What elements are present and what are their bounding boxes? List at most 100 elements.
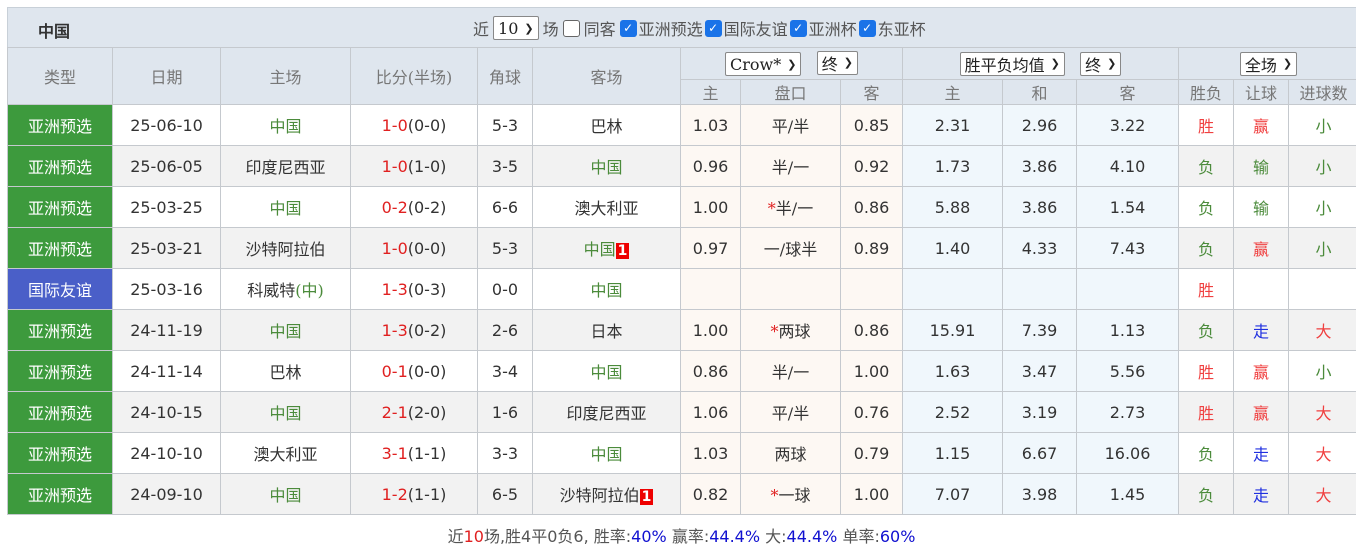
company-select[interactable]: Crow* ❯ [725, 52, 802, 77]
score[interactable]: 1-0(0-0) [350, 104, 478, 146]
match-type[interactable]: 亚洲预选 [7, 227, 113, 269]
header-corner: 角球 [477, 47, 533, 105]
result: 负 [1178, 227, 1234, 269]
odds-away: 0.86 [840, 309, 903, 351]
home-team[interactable]: 沙特阿拉伯 [220, 227, 351, 269]
score[interactable]: 0-2(0-2) [350, 186, 478, 228]
goals-result: 小 [1288, 350, 1356, 392]
red-card-badge: 1 [615, 243, 630, 259]
cover-rate: 44.4% [709, 527, 761, 546]
avg-draw [1002, 268, 1077, 310]
company-type-select[interactable]: 终 ❯ [816, 50, 858, 75]
half-time-score: (1-0) [407, 156, 447, 176]
half-time-score: (0-0) [407, 361, 447, 381]
handicap-value: 平/半 [771, 117, 810, 136]
count-select[interactable]: 10 ❯ [493, 16, 539, 40]
match-type[interactable]: 亚洲预选 [7, 104, 113, 146]
home-team[interactable]: 中国 [220, 104, 351, 146]
match-type[interactable]: 亚洲预选 [7, 145, 113, 187]
same-away-checkbox[interactable] [562, 19, 580, 37]
filter-label: 东亚杯 [877, 20, 926, 39]
table-row: 亚洲预选 24-10-10 澳大利亚 3-1(1-1) 3-3 中国 1.03 … [7, 432, 1356, 474]
company-type-value: 终 [821, 54, 838, 74]
away-team[interactable]: 中国 [532, 145, 681, 187]
avg-home: 1.63 [902, 350, 1003, 392]
score[interactable]: 3-1(1-1) [350, 432, 478, 474]
score[interactable]: 1-0(0-0) [350, 227, 478, 269]
score[interactable]: 1-0(1-0) [350, 145, 478, 187]
check-icon[interactable]: ✓ [704, 19, 722, 37]
match-type[interactable]: 亚洲预选 [7, 391, 113, 433]
match-type[interactable]: 亚洲预选 [7, 350, 113, 392]
range-select[interactable]: 全场 ❯ [1239, 51, 1298, 76]
subheader: 客 [840, 79, 903, 105]
avg-type-select[interactable]: 终 ❯ [1080, 51, 1122, 76]
check-icon[interactable]: ✓ [789, 19, 807, 37]
handicap: *一球 [740, 473, 841, 515]
away-name: 印度尼西亚 [566, 404, 647, 423]
result: 负 [1178, 432, 1234, 474]
match-type[interactable]: 国际友谊 [7, 268, 113, 310]
away-team[interactable]: 印度尼西亚 [532, 391, 681, 433]
home-team[interactable]: 科威特(中) [220, 268, 351, 310]
away-team[interactable]: 中国 [532, 350, 681, 392]
check-icon[interactable]: ✓ [858, 19, 876, 37]
full-time-score: 1-3 [381, 279, 408, 299]
home-team[interactable]: 澳大利亚 [220, 432, 351, 474]
match-type[interactable]: 亚洲预选 [7, 473, 113, 515]
red-card-badge: 1 [639, 489, 654, 505]
home-team[interactable]: 中国 [220, 473, 351, 515]
away-team[interactable]: 中国 [532, 268, 681, 310]
score[interactable]: 0-1(0-0) [350, 350, 478, 392]
match-type[interactable]: 亚洲预选 [7, 186, 113, 228]
away-team[interactable]: 中国 [532, 432, 681, 474]
match-type[interactable]: 亚洲预选 [7, 309, 113, 351]
away-team[interactable]: 日本 [532, 309, 681, 351]
subheader: 胜负 [1178, 79, 1234, 105]
win-rate: 40% [631, 527, 667, 546]
odds-home: 1.00 [680, 309, 741, 351]
avg-select[interactable]: 胜平负均值 ❯ [959, 51, 1065, 76]
header-date: 日期 [112, 47, 221, 105]
avg-draw: 6.67 [1002, 432, 1077, 474]
handicap-result: 赢 [1233, 104, 1289, 146]
neutral-mark: (中) [295, 281, 324, 300]
check-icon[interactable]: ✓ [619, 19, 637, 37]
header-score: 比分(半场) [350, 47, 478, 105]
corners: 5-3 [477, 104, 533, 146]
score[interactable]: 1-2(1-1) [350, 473, 478, 515]
away-team[interactable]: 澳大利亚 [532, 186, 681, 228]
near-label: 近 [473, 20, 490, 39]
summary-text: 场,胜4平0负6, 胜率: [483, 527, 632, 546]
home-team[interactable]: 巴林 [220, 350, 351, 392]
home-team[interactable]: 中国 [220, 186, 351, 228]
corners: 0-0 [477, 268, 533, 310]
goals-result: 小 [1288, 145, 1356, 187]
recent-matches-panel: 中国 近 10 ❯ 场 同客 ✓ 亚洲预选 ✓ 国际友谊 ✓ 亚洲杯 ✓ 东亚杯 类型 日期 主… [7, 7, 1356, 547]
home-team[interactable]: 中国 [220, 309, 351, 351]
score[interactable]: 1-3(0-3) [350, 268, 478, 310]
match-type[interactable]: 亚洲预选 [7, 432, 113, 474]
summary: 近10场,胜4平0负6, 胜率:40% 赢率:44.4% 大:44.4% 单率:… [7, 523, 1356, 547]
odds-home: 0.82 [680, 473, 741, 515]
home-name: 澳大利亚 [253, 445, 318, 464]
home-team[interactable]: 中国 [220, 391, 351, 433]
avg-away: 3.22 [1076, 104, 1179, 146]
away-team[interactable]: 中国 1 [532, 227, 681, 269]
half-time-score: (0-3) [407, 279, 447, 299]
score[interactable]: 2-1(2-0) [350, 391, 478, 433]
corners: 3-3 [477, 432, 533, 474]
half-time-score: (0-0) [407, 238, 447, 258]
chevron-down-icon: ❯ [1282, 57, 1293, 70]
avg-draw: 7.39 [1002, 309, 1077, 351]
avg-draw: 3.19 [1002, 391, 1077, 433]
subheader: 客 [1076, 79, 1179, 105]
odds-home: 1.03 [680, 432, 741, 474]
avg-home: 7.07 [902, 473, 1003, 515]
away-team[interactable]: 沙特阿拉伯 1 [532, 473, 681, 515]
summary-count: 10 [463, 527, 484, 546]
away-team[interactable]: 巴林 [532, 104, 681, 146]
home-team[interactable]: 印度尼西亚 [220, 145, 351, 187]
score[interactable]: 1-3(0-2) [350, 309, 478, 351]
subheader: 和 [1002, 79, 1077, 105]
